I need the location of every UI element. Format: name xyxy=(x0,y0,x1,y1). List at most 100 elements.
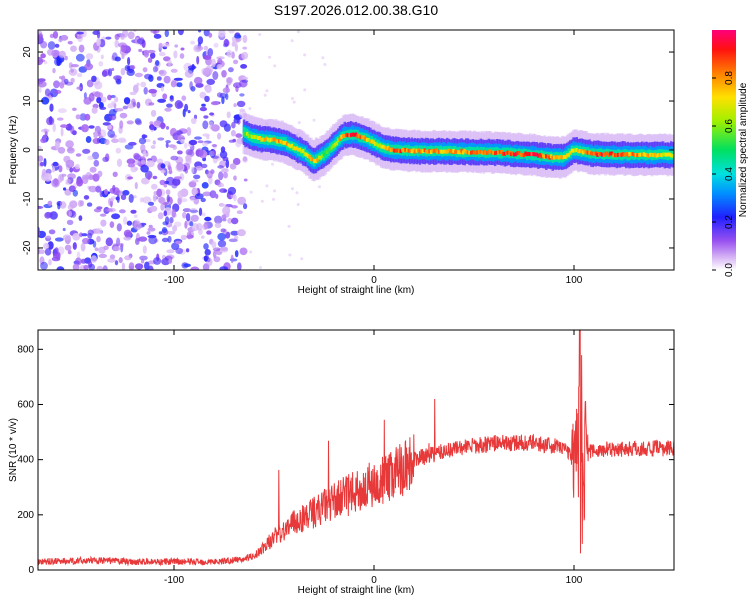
noise-blob xyxy=(136,101,141,109)
ridge-cell xyxy=(298,147,302,152)
noise-blob xyxy=(139,255,148,261)
x-tick-label: 100 xyxy=(566,575,583,586)
noise-blob xyxy=(239,93,245,97)
ridge-cell xyxy=(429,150,433,154)
noise-blob xyxy=(231,205,238,209)
noise-blob xyxy=(202,55,212,60)
noise-blob xyxy=(211,155,220,159)
noise-blob xyxy=(204,95,210,103)
noise-blob xyxy=(175,247,184,255)
noise-blob xyxy=(188,181,197,188)
ridge-cell xyxy=(410,149,414,154)
ridge-cell xyxy=(578,149,582,154)
ridge-cell xyxy=(335,141,338,146)
noise-blob xyxy=(167,235,172,243)
ridge-cell xyxy=(353,132,356,137)
noise-blob xyxy=(140,81,147,88)
ridge-cell xyxy=(511,151,514,156)
ridge-cell xyxy=(471,150,474,155)
noise-blob xyxy=(198,30,202,33)
ridge-cell xyxy=(300,149,303,154)
noise-blob xyxy=(122,105,128,110)
noise-blob xyxy=(78,215,83,221)
noise-blob xyxy=(211,58,216,68)
ridge-cell xyxy=(597,152,601,156)
ridge-cell xyxy=(652,153,655,158)
ridge-cell xyxy=(265,136,268,141)
ridge-cell xyxy=(530,152,534,156)
noise-blob xyxy=(185,248,190,253)
noise-blob xyxy=(189,208,198,214)
x-tick-label: 0 xyxy=(371,575,377,586)
noise-blob xyxy=(70,210,77,218)
noise-blob xyxy=(148,102,155,106)
noise-blob xyxy=(97,170,103,177)
ridge-cell xyxy=(258,136,262,140)
noise-blob xyxy=(151,183,158,190)
noise-blob xyxy=(214,222,222,229)
noise-blob xyxy=(296,203,300,206)
ridge-cell xyxy=(308,154,311,159)
ridge-cell xyxy=(279,139,282,144)
noise-blob xyxy=(202,120,209,130)
ridge-cell xyxy=(415,148,418,153)
ridge-cell xyxy=(665,152,668,157)
ridge-cell xyxy=(661,152,665,157)
ridge-cell xyxy=(348,133,351,138)
ridge-cell xyxy=(589,151,593,156)
noise-blob xyxy=(155,60,160,66)
noise-blob xyxy=(133,214,138,218)
noise-blob xyxy=(91,107,98,114)
noise-blob xyxy=(123,216,128,225)
ridge-cell xyxy=(551,155,554,160)
ridge-cell xyxy=(426,149,430,154)
noise-blob xyxy=(217,132,222,140)
snr-frame xyxy=(37,329,675,571)
noise-blob xyxy=(152,175,158,180)
noise-blob xyxy=(146,160,155,168)
snr-panel: -100 0 100 0 200 400 600 800 Height of straigh… xyxy=(8,329,675,596)
noise-blob xyxy=(116,158,123,167)
noise-blob xyxy=(214,215,223,224)
noise-blob xyxy=(195,45,204,51)
noise-blob xyxy=(161,227,168,234)
ridge-cell xyxy=(477,150,481,155)
noise-blob xyxy=(38,205,44,209)
ridge-cell xyxy=(605,151,609,156)
noise-blob xyxy=(67,250,72,255)
ridge-cell xyxy=(284,140,287,145)
noise-blob xyxy=(215,193,219,199)
noise-blob xyxy=(182,208,191,213)
noise-blob xyxy=(172,225,178,232)
ridge-cell xyxy=(413,149,417,154)
noise-blob xyxy=(126,120,134,125)
noise-blob xyxy=(156,76,162,81)
ridge-cell xyxy=(301,149,305,154)
noise-blob xyxy=(134,167,139,171)
ridge-cell xyxy=(445,149,449,154)
ridge-cell xyxy=(524,151,527,156)
noise-blob xyxy=(38,230,41,237)
spectrogram-y-label: Frequency (Hz) xyxy=(8,116,19,185)
ridge-cell xyxy=(338,137,342,141)
noise-blob xyxy=(189,196,196,202)
ridge-cell xyxy=(599,152,602,156)
ridge-cell xyxy=(309,157,313,162)
noise-blob xyxy=(120,33,125,40)
ridge-cell xyxy=(418,149,422,154)
noise-blob xyxy=(199,91,207,99)
ridge-cell xyxy=(378,143,382,148)
ridge-cell xyxy=(537,153,540,158)
ridge-cell xyxy=(330,145,334,150)
ridge-cell xyxy=(391,147,394,152)
noise-blob xyxy=(66,219,74,226)
noise-blob xyxy=(64,78,69,85)
ridge-cell xyxy=(249,134,252,138)
noise-blob xyxy=(144,261,150,270)
noise-blob xyxy=(190,40,196,45)
ridge-cell xyxy=(437,149,441,154)
noise-blob xyxy=(182,108,186,118)
ridge-cell xyxy=(468,150,471,155)
ridge-cell xyxy=(293,146,297,151)
colorbar-tick-label: 0.4 xyxy=(724,167,735,181)
